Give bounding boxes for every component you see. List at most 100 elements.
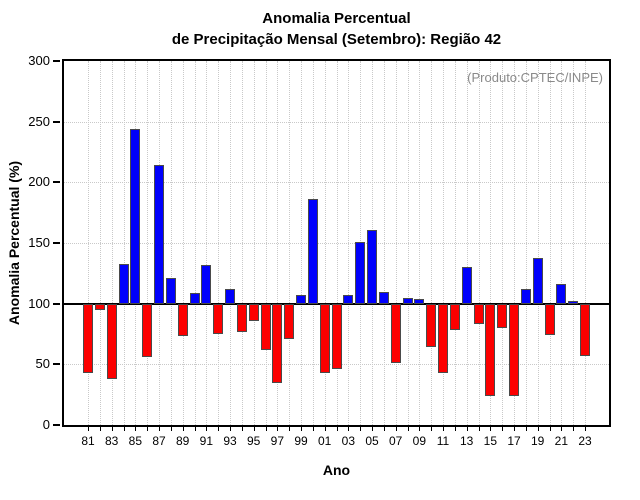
x-axis-tick	[289, 425, 291, 431]
x-axis-tick	[454, 425, 456, 431]
bar-year-10	[426, 303, 437, 348]
bar-year-11	[438, 303, 448, 373]
x-axis-tick	[502, 425, 504, 431]
bar-year-01	[319, 303, 330, 373]
x-axis-tick	[301, 425, 302, 431]
x-axis-tick-label: 87	[152, 434, 166, 448]
chart-title-line-2: de Precipitação Mensal (Setembro): Regiã…	[171, 31, 502, 48]
y-axis-tick-label: 150	[28, 235, 50, 250]
x-axis-tick	[573, 425, 575, 431]
x-axis-tick	[218, 425, 220, 431]
x-axis-tick-label: 19	[530, 434, 545, 448]
x-axis-tick	[419, 425, 421, 431]
x-axis-tick	[431, 425, 433, 431]
x-axis-tick	[443, 425, 444, 431]
x-axis-tick	[111, 425, 113, 431]
bar-year-14	[473, 303, 484, 325]
bar-year-12	[449, 303, 460, 331]
horizontal-gridline	[64, 121, 609, 123]
bar-year-96	[260, 303, 271, 350]
product-credit-label: (Produto:CPTEC/INPE)	[467, 70, 603, 85]
x-axis-tick	[407, 425, 409, 431]
bar-year-03	[343, 295, 354, 304]
bar-year-20	[544, 303, 555, 336]
x-axis-tick-label: 17	[507, 434, 521, 448]
bar-year-21	[556, 284, 567, 304]
bar-year-88	[165, 278, 176, 304]
bar-year-84	[118, 263, 129, 304]
bar-year-83	[106, 303, 117, 379]
x-axis-tick	[324, 425, 326, 431]
bar-year-13	[461, 267, 472, 304]
x-axis-tick	[372, 425, 373, 431]
bar-year-95	[248, 303, 259, 321]
bar-year-02	[331, 303, 342, 370]
x-axis-tick	[194, 425, 196, 431]
x-axis-tick-label: 15	[483, 434, 497, 448]
y-axis-tick	[53, 363, 60, 366]
bar-year-09	[414, 298, 425, 304]
y-axis-tick-label: 250	[28, 113, 50, 129]
bar-year-07	[390, 303, 401, 364]
x-axis-tick	[490, 425, 492, 431]
x-axis-tick	[466, 425, 468, 431]
x-axis-tick	[383, 425, 385, 431]
y-axis-tick	[53, 60, 60, 62]
x-axis-tick	[182, 425, 184, 431]
x-axis-tick	[206, 425, 208, 431]
x-axis-tick-label: 95	[246, 434, 261, 448]
bar-year-98	[284, 303, 295, 339]
x-axis-tick	[99, 425, 101, 431]
bar-year-15	[485, 303, 496, 396]
x-axis-tick-label: 91	[199, 434, 213, 448]
x-axis-tick-label: 93	[223, 434, 237, 448]
x-axis-tick-label: 03	[341, 434, 355, 448]
y-axis-tick	[53, 242, 60, 244]
y-axis-tick-label: 300	[28, 53, 50, 68]
y-axis-tick-label: 100	[28, 295, 50, 311]
bar-year-90	[189, 292, 200, 304]
bar-year-86	[142, 303, 153, 358]
x-axis-tick-label: 11	[436, 434, 450, 448]
horizontal-gridline	[64, 243, 609, 244]
x-axis-tick	[537, 425, 539, 431]
bar-year-93	[225, 289, 235, 304]
x-axis-tick	[348, 425, 350, 431]
y-axis-tick-label: 0	[42, 417, 50, 432]
y-axis-tick	[53, 424, 60, 426]
y-axis-tick	[53, 181, 60, 184]
y-axis-tick-label: 200	[28, 174, 50, 190]
bar-year-81	[83, 303, 93, 373]
bar-year-94	[236, 303, 247, 332]
y-axis-tick-label: 50	[35, 356, 50, 372]
bar-year-05	[367, 229, 377, 304]
bar-year-92	[213, 303, 224, 334]
x-axis-tick	[88, 425, 89, 431]
x-axis-tick-label: 01	[317, 434, 332, 448]
x-axis-tick-label: 89	[175, 434, 190, 448]
bar-year-08	[402, 297, 413, 304]
bar-year-85	[130, 128, 141, 304]
x-axis-tick	[230, 425, 231, 431]
plot-area: 0 50 100 150 200 250 300 81 83 85 87 89 91 93 95 97 99 01…	[28, 53, 611, 448]
x-axis-tick	[253, 425, 255, 431]
bar-year-89	[177, 303, 188, 337]
x-axis-tick	[123, 425, 125, 431]
horizontal-gridline	[64, 182, 609, 184]
x-axis-tick-label: 07	[388, 434, 403, 448]
bar-year-97	[272, 303, 283, 383]
bar-year-87	[154, 165, 164, 304]
x-axis-tick-label: 99	[294, 434, 308, 448]
x-axis-tick	[159, 425, 160, 431]
x-axis-tick	[478, 425, 480, 431]
x-axis-tick	[265, 425, 267, 431]
x-axis-tick-label: 09	[412, 434, 426, 448]
x-axis-tick	[170, 425, 172, 431]
bar-year-99	[296, 295, 306, 304]
bar-year-19	[532, 257, 543, 304]
x-axis-tick	[277, 425, 279, 431]
x-axis-tick-label: 85	[128, 434, 142, 448]
bar-year-91	[201, 264, 212, 304]
bar-year-17	[509, 303, 519, 396]
chart-title-line-1: Anomalia Percentual	[262, 10, 411, 27]
